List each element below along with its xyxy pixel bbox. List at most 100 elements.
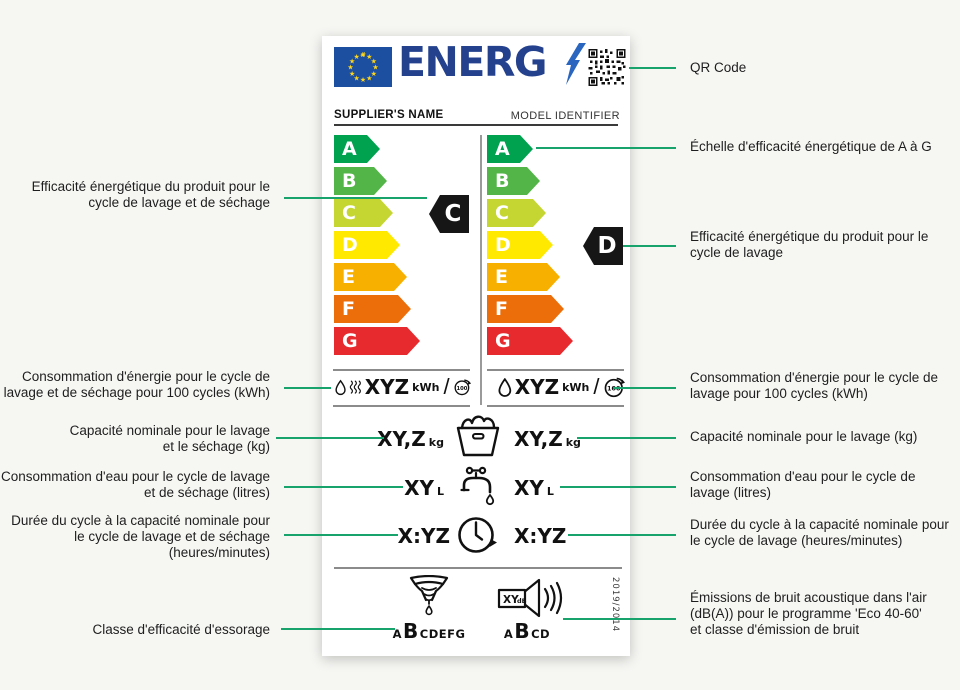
energy-value: XYZ	[514, 375, 560, 399]
class-marker-wash: D	[583, 227, 623, 265]
connector-line	[276, 437, 384, 439]
annotation-wash-efficiency: Efficacité énergétique du produit pour l…	[690, 229, 929, 261]
annotation-spin-class: Classe d'efficacité d'essorage	[92, 622, 270, 637]
lightning-bolt-icon	[566, 43, 586, 85]
class-marker-wash-dry: C	[429, 195, 469, 233]
svg-text:★: ★	[354, 74, 360, 82]
annotation-wash-water: Consommation d'eau pour le cycle de lava…	[690, 469, 916, 501]
scale-arrow-g: G	[487, 327, 573, 355]
energy-consumption-wash-dry: XYZ kWh / 100	[335, 372, 471, 402]
svg-text:★: ★	[360, 51, 366, 59]
water-consumption-wash: XY L	[514, 476, 554, 500]
annotation-wash-duration: Durée du cycle à la capacité nominale po…	[690, 517, 949, 549]
scale-arrow-f: F	[334, 295, 411, 323]
connector-line	[284, 387, 331, 389]
capacity-wash-dry: XY,Z kg	[377, 427, 444, 451]
scale-arrow-d: D	[487, 231, 553, 259]
energy-unit: kWh	[562, 380, 590, 394]
per-100-cycles-icon: 100	[454, 379, 471, 396]
svg-text:★: ★	[371, 70, 377, 78]
scale-arrow-b: B	[334, 167, 387, 195]
scale-arrow-e: E	[334, 263, 407, 291]
separator-line	[334, 567, 622, 569]
regulation-number: 2019/2014	[610, 577, 620, 633]
svg-text:★: ★	[372, 64, 378, 72]
tap-icon	[460, 466, 495, 506]
connector-line	[284, 486, 403, 488]
spin-efficiency-class: A B CDEFG	[392, 619, 466, 643]
connector-line	[623, 245, 676, 247]
noise-emission-class: A B CD	[503, 619, 551, 643]
clock-icon	[458, 517, 497, 553]
scale-arrow-c: C	[487, 199, 546, 227]
laundry-basket-icon	[456, 415, 500, 457]
cycle-duration-wash: X:YZ	[514, 524, 567, 548]
svg-text:★: ★	[371, 57, 377, 65]
svg-text:★: ★	[354, 53, 360, 61]
separator-line	[487, 369, 624, 371]
energy-unit: kWh	[412, 380, 440, 394]
annotation-wash-energy: Consommation d'énergie pour le cycle de …	[690, 370, 938, 402]
svg-text:★: ★	[349, 57, 355, 65]
cycle-duration-wash-dry: X:YZ	[397, 524, 450, 548]
capacity-wash: XY,Z kg	[514, 427, 581, 451]
model-identifier: MODEL IDENTIFIER	[510, 110, 620, 122]
water-drop-icon	[498, 377, 512, 397]
spin-dry-icon	[409, 575, 449, 616]
water-drop-icon	[335, 379, 346, 395]
svg-text:★: ★	[349, 70, 355, 78]
svg-text:#: #	[360, 51, 366, 59]
connector-line	[613, 387, 676, 389]
scale-arrow-f: F	[487, 295, 564, 323]
annotation-wash-dry-capacity: Capacité nominale pour le lavage et le s…	[69, 423, 270, 455]
energy-scale-wash-dry: A B C D E F G	[334, 135, 420, 359]
per-separator: /	[443, 374, 450, 399]
energy-value: XYZ	[364, 375, 410, 399]
scale-arrow-e: E	[487, 263, 560, 291]
supplier-name: SUPPLIER'S NAME	[334, 109, 444, 121]
annotation-wash-capacity: Capacité nominale pour le lavage (kg)	[690, 429, 918, 444]
energy-label-card: # ★ ★ ★ ★ ★ ★ ★ ★ ★ ★ ★ ★ ENERG	[322, 36, 630, 656]
eu-flag-icon: # ★ ★★ ★★★ ★★★ ★★★	[334, 47, 392, 87]
energy-consumption-wash: XYZ kWh / 100	[498, 372, 625, 402]
energy-scale-wash: A B C D E F G	[487, 135, 573, 359]
connector-line	[577, 437, 676, 439]
connector-line	[560, 486, 676, 488]
connector-line	[563, 618, 676, 620]
connector-line	[629, 67, 676, 69]
annotation-wash-dry-efficiency: Efficacité énergétique du produit pour l…	[31, 179, 270, 211]
connector-line	[284, 197, 427, 199]
annotation-noise-emission: Émissions de bruit acoustique dans l'air…	[690, 590, 927, 638]
energ-logo-text: ENERG	[398, 38, 548, 86]
svg-text:★: ★	[366, 74, 372, 82]
separator-line	[487, 405, 624, 407]
connector-line	[284, 534, 398, 536]
svg-text:★: ★	[366, 53, 372, 61]
connector-line	[536, 147, 676, 149]
annotation-wash-dry-duration: Durée du cycle à la capacité nominale po…	[11, 513, 270, 561]
annotation-wash-dry-energy: Consommation d'énergie pour le cycle de …	[3, 369, 270, 401]
scale-arrow-a: A	[334, 135, 380, 163]
header-divider	[334, 124, 618, 126]
qr-code-icon	[588, 49, 626, 86]
separator-line	[333, 369, 470, 371]
scale-arrow-b: B	[487, 167, 540, 195]
svg-text:★: ★	[360, 76, 366, 84]
svg-text:dB: dB	[517, 597, 527, 605]
svg-text:★: ★	[347, 64, 353, 72]
scale-arrow-c: C	[334, 199, 393, 227]
annotation-wash-dry-water: Consommation d'eau pour le cycle de lava…	[1, 469, 270, 501]
water-consumption-wash-dry: XY L	[404, 476, 444, 500]
scale-arrow-g: G	[334, 327, 420, 355]
annotation-qr-code: QR Code	[690, 60, 747, 75]
connector-line	[281, 628, 395, 630]
annotation-scale-a-g: Échelle d'efficacité énergétique de A à …	[690, 139, 932, 154]
scale-arrow-d: D	[334, 231, 400, 259]
separator-line	[333, 405, 470, 407]
svg-text:100: 100	[456, 386, 467, 392]
connector-line	[568, 534, 676, 536]
noise-icon: XY dB	[497, 578, 563, 618]
svg-text:XY: XY	[503, 594, 519, 606]
per-separator: /	[593, 374, 600, 399]
